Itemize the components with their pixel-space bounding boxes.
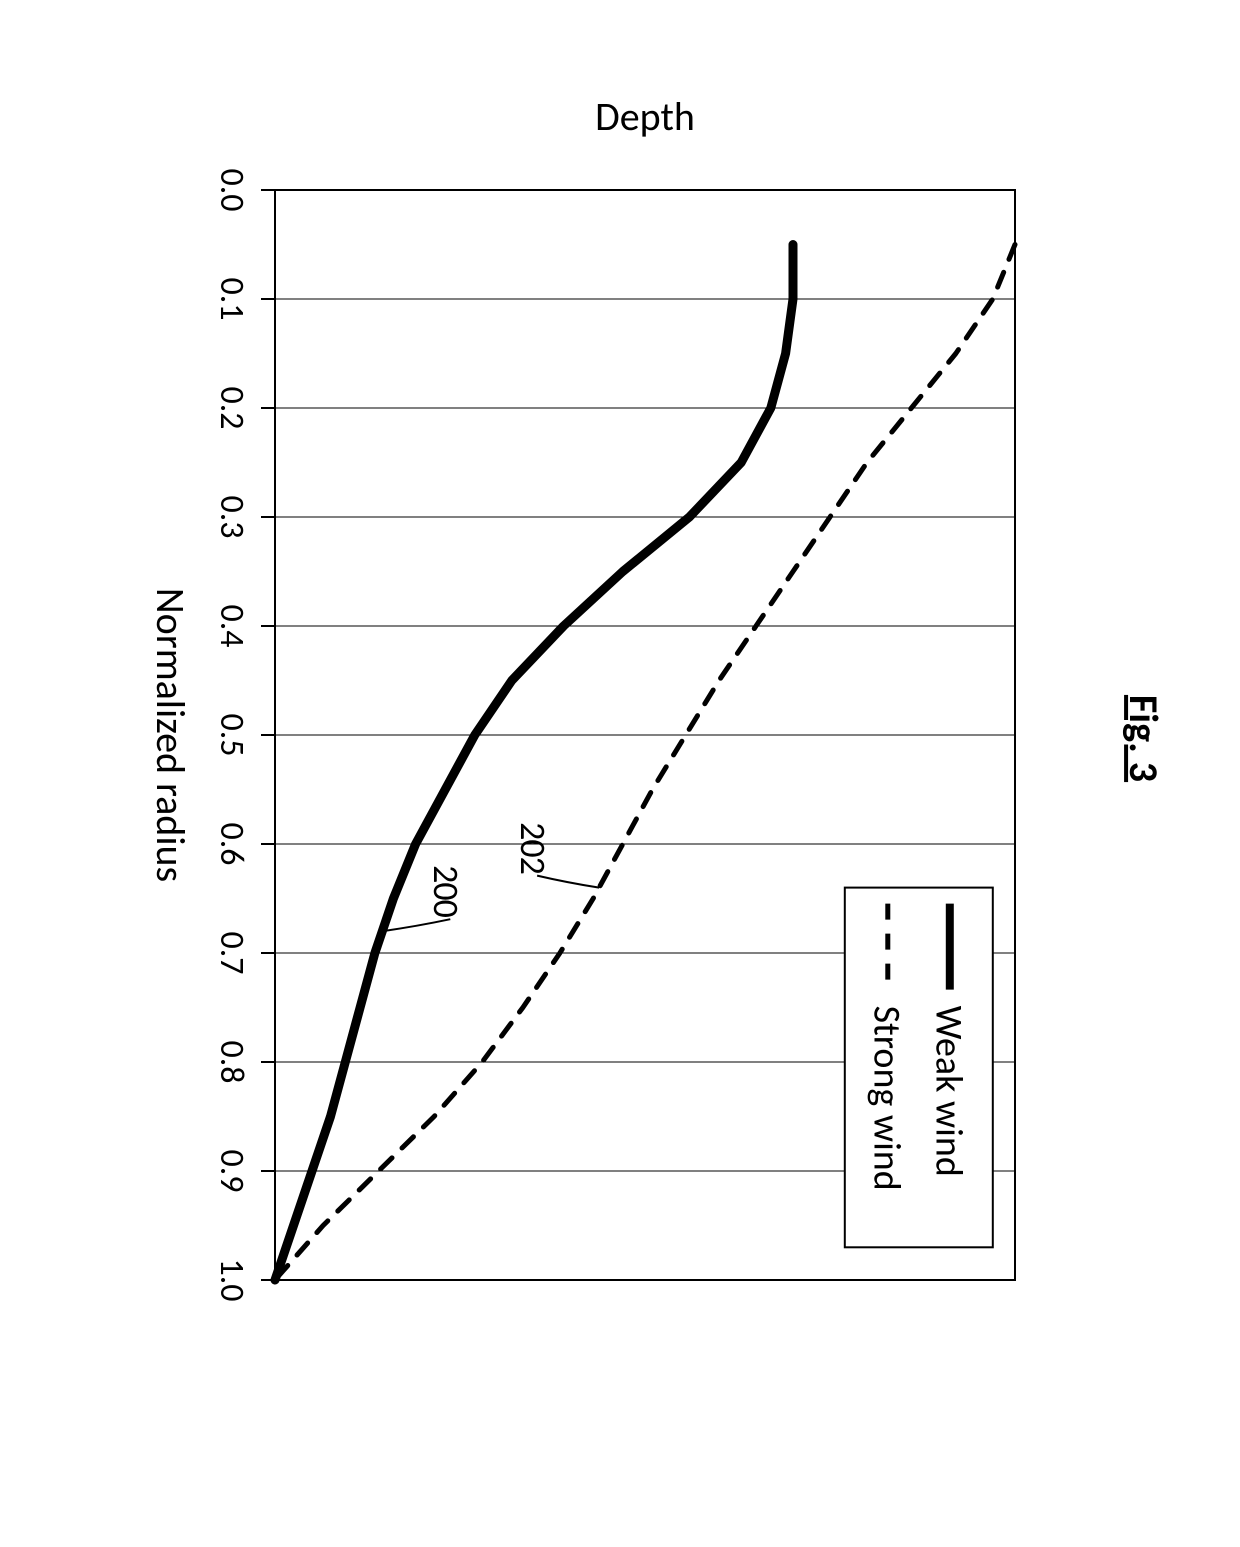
x-tick-label: 0.7	[211, 931, 252, 974]
chart-frame: 0.0 0.1 0.2 0.3 0.4 0.5 0.6 0.7 0.8 0.9 1.0 Normali…	[130, 30, 1110, 1310]
callout-202: 202	[511, 822, 555, 874]
x-tick-label: 0.9	[211, 1149, 252, 1192]
x-tick-label: 0.5	[211, 713, 252, 756]
page: 0.0 0.1 0.2 0.3 0.4 0.5 0.6 0.7 0.8 0.9 1.0 Normali…	[0, 0, 1240, 1547]
figure-caption: Fig. 3	[1119, 694, 1168, 781]
x-tick-label: 0.2	[211, 386, 252, 429]
legend: Weak wind Strong wind	[845, 888, 993, 1248]
chart-svg: 0.0 0.1 0.2 0.3 0.4 0.5 0.6 0.7 0.8 0.9 1.0 Normali…	[130, 30, 1110, 1310]
x-tick-label: 1.0	[211, 1258, 252, 1301]
x-tick-label: 0.3	[211, 495, 252, 538]
x-tick-label: 0.8	[211, 1040, 252, 1083]
callout-200: 200	[424, 865, 468, 917]
x-tick-label: 0.0	[211, 168, 252, 211]
x-tick-label: 0.4	[211, 604, 252, 647]
legend-label-weak: Weak wind	[926, 1006, 972, 1177]
y-axis-label: Depth	[595, 92, 695, 141]
x-tick-label: 0.1	[211, 277, 252, 320]
legend-label-strong: Strong wind	[864, 1006, 910, 1191]
x-axis-label: Normalized radius	[146, 588, 195, 882]
x-tick-label: 0.6	[211, 822, 252, 865]
